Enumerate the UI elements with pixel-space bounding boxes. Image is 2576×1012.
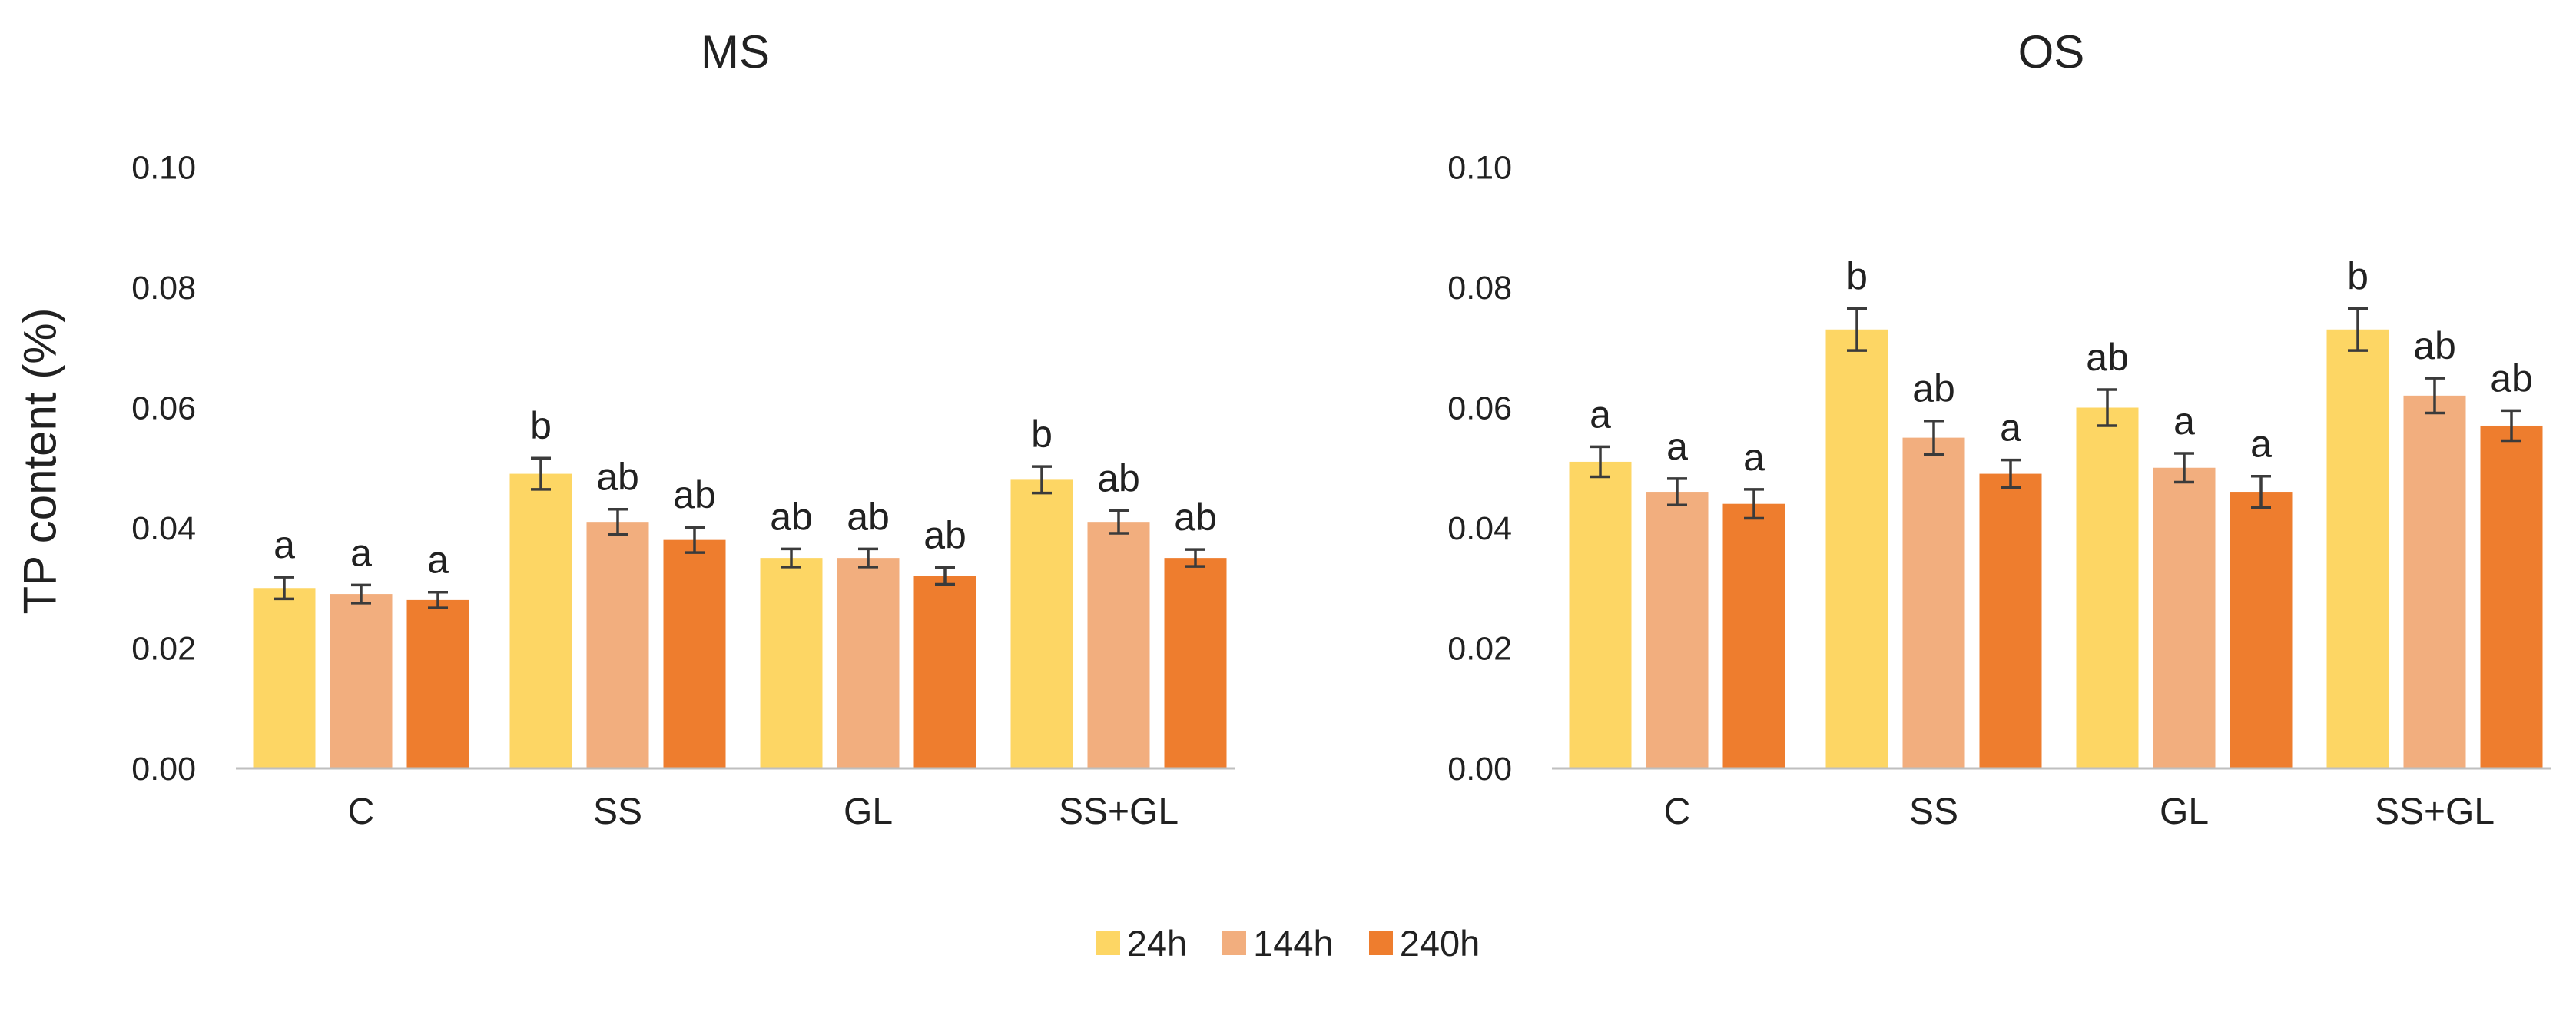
significance-letter: ab — [770, 495, 813, 538]
bar-24h-SS — [509, 473, 572, 768]
significance-letter: a — [2250, 423, 2272, 466]
significance-letter: a — [427, 539, 449, 582]
bar-240h-GL — [913, 576, 976, 768]
legend-swatch-icon — [1368, 931, 1393, 955]
y-tick-label: 0.00 — [131, 751, 196, 788]
y-tick-label: 0.08 — [131, 270, 196, 307]
bar-144h-SS+GL — [1087, 522, 1150, 768]
y-tick-label: 0.10 — [1447, 150, 1512, 187]
significance-letter: a — [350, 531, 372, 574]
significance-letter: ab — [1097, 456, 1140, 499]
legend: 24h 144h 240h — [0, 922, 2576, 964]
y-tick-label: 0.00 — [1447, 751, 1512, 788]
significance-letter: b — [2347, 254, 2369, 297]
category-label: SS — [1909, 791, 1958, 832]
bar-240h-GL — [2230, 492, 2293, 768]
significance-letter: ab — [2413, 324, 2456, 367]
bar-24h-SS+GL — [2326, 329, 2389, 768]
significance-letter: a — [2173, 400, 2195, 443]
y-tick-label: 0.02 — [131, 631, 196, 668]
chart-title-ms: MS — [701, 26, 770, 78]
chart-title-os: OS — [2018, 26, 2085, 78]
bar-240h-SS — [1979, 473, 2042, 768]
y-axis-title: TP content (%) — [14, 307, 66, 615]
significance-letter: ab — [847, 495, 890, 538]
bar-24h-C — [1569, 461, 1632, 768]
significance-letter: b — [1846, 254, 1868, 297]
bar-144h-GL — [2153, 467, 2216, 768]
legend-item-24h: 24h — [1096, 922, 1187, 964]
y-tick-label: 0.06 — [1447, 390, 1512, 427]
bar-240h-C — [1722, 503, 1785, 768]
bar-144h-SS+GL — [2403, 395, 2466, 768]
bar-240h-SS — [663, 539, 726, 768]
bar-144h-GL — [837, 558, 900, 768]
category-label: SS+GL — [2375, 791, 2495, 832]
bar-240h-C — [406, 599, 469, 768]
category-label: SS — [593, 791, 642, 832]
bar-144h-SS — [1902, 437, 1965, 768]
os-bar-chart: OS 0.000.020.040.060.080.10ababbaabaabaa… — [1447, 26, 2551, 832]
bar-24h-GL — [760, 558, 823, 768]
y-tick-label: 0.10 — [131, 150, 196, 187]
significance-letter: ab — [596, 456, 639, 499]
significance-letter: a — [274, 523, 295, 566]
significance-letter: a — [1743, 436, 1765, 479]
significance-letter: a — [1590, 393, 1611, 436]
y-tick-label: 0.06 — [131, 390, 196, 427]
legend-item-240h: 240h — [1368, 922, 1480, 964]
bar-144h-SS — [586, 522, 649, 768]
category-label: C — [1664, 791, 1691, 832]
category-label: SS+GL — [1059, 791, 1179, 832]
y-tick-label: 0.04 — [1447, 510, 1512, 547]
legend-label: 240h — [1399, 923, 1480, 964]
category-label: C — [348, 791, 375, 832]
legend-swatch-icon — [1096, 931, 1120, 955]
category-label: GL — [844, 791, 893, 832]
significance-letter: b — [530, 404, 552, 447]
significance-letter: ab — [1174, 496, 1217, 539]
bar-24h-C — [253, 588, 316, 768]
category-label: GL — [2160, 791, 2209, 832]
bar-24h-SS+GL — [1010, 479, 1073, 768]
significance-letter: ab — [1912, 367, 1955, 410]
bar-240h-SS+GL — [1164, 558, 1227, 768]
ms-bar-chart: MS 0.000.020.040.060.080.10ababbaabababa… — [131, 26, 1235, 832]
significance-letter: a — [2000, 406, 2021, 450]
legend-label: 24h — [1126, 923, 1188, 964]
legend-item-144h: 144h — [1222, 922, 1334, 964]
significance-letter: ab — [2086, 336, 2129, 379]
bar-240h-SS+GL — [2480, 425, 2543, 768]
bar-144h-C — [1646, 492, 1709, 768]
y-tick-label: 0.08 — [1447, 270, 1512, 307]
significance-letter: b — [1031, 413, 1053, 456]
legend-swatch-icon — [1222, 931, 1247, 955]
bar-24h-GL — [2076, 407, 2139, 768]
significance-letter: ab — [923, 514, 966, 557]
bar-24h-SS — [1825, 329, 1888, 768]
y-tick-label: 0.04 — [131, 510, 196, 547]
legend-label: 144h — [1253, 923, 1334, 964]
significance-letter: ab — [2490, 357, 2533, 400]
significance-letter: a — [1666, 425, 1688, 468]
bar-144h-C — [330, 594, 393, 768]
significance-letter: ab — [673, 473, 716, 516]
y-tick-label: 0.02 — [1447, 631, 1512, 668]
